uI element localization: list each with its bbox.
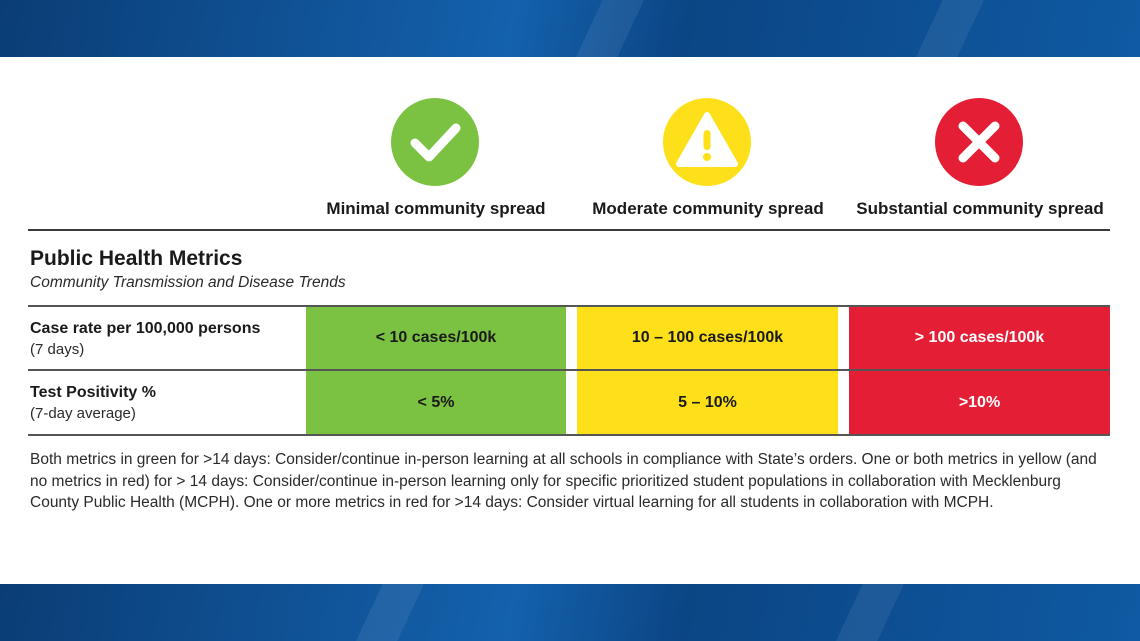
case-rate-moderate-cell: 10 – 100 cases/100k bbox=[577, 307, 838, 369]
guidance-footnote: Both metrics in green for >14 days: Cons… bbox=[30, 451, 1097, 511]
test-positivity-minimal-cell: < 5% bbox=[306, 371, 566, 434]
section-title: Public Health Metrics bbox=[30, 247, 243, 270]
case-rate-substantial-cell: > 100 cases/100k bbox=[849, 307, 1110, 369]
table-bottom-rule bbox=[28, 434, 1110, 436]
table-middle-rule bbox=[28, 369, 1110, 371]
case-rate-minimal-cell: < 10 cases/100k bbox=[306, 307, 566, 369]
table-top-rule bbox=[28, 305, 1110, 307]
section-subtitle: Community Transmission and Disease Trend… bbox=[30, 274, 346, 291]
test-positivity-moderate-cell: 5 – 10% bbox=[577, 371, 838, 434]
metric-note: (7-day average) bbox=[30, 405, 136, 422]
level-label-moderate: Moderate community spread bbox=[592, 199, 824, 218]
metric-note: (7 days) bbox=[30, 341, 85, 358]
metric-name: Test Positivity % bbox=[30, 384, 156, 401]
warning-icon bbox=[663, 98, 751, 186]
metric-label-case-rate: Case rate per 100,000 persons (7 days) bbox=[30, 320, 302, 358]
metric-name: Case rate per 100,000 persons bbox=[30, 320, 261, 337]
test-positivity-substantial-cell: >10% bbox=[849, 371, 1110, 434]
x-mark-icon bbox=[935, 98, 1023, 186]
bottom-banner bbox=[0, 584, 1140, 641]
checkmark-icon bbox=[391, 98, 479, 186]
level-label-minimal: Minimal community spread bbox=[326, 199, 546, 218]
top-banner bbox=[0, 0, 1140, 57]
metric-label-test-positivity: Test Positivity % (7-day average) bbox=[30, 384, 302, 422]
header-divider bbox=[28, 229, 1110, 231]
level-label-substantial: Substantial community spread bbox=[856, 199, 1104, 218]
